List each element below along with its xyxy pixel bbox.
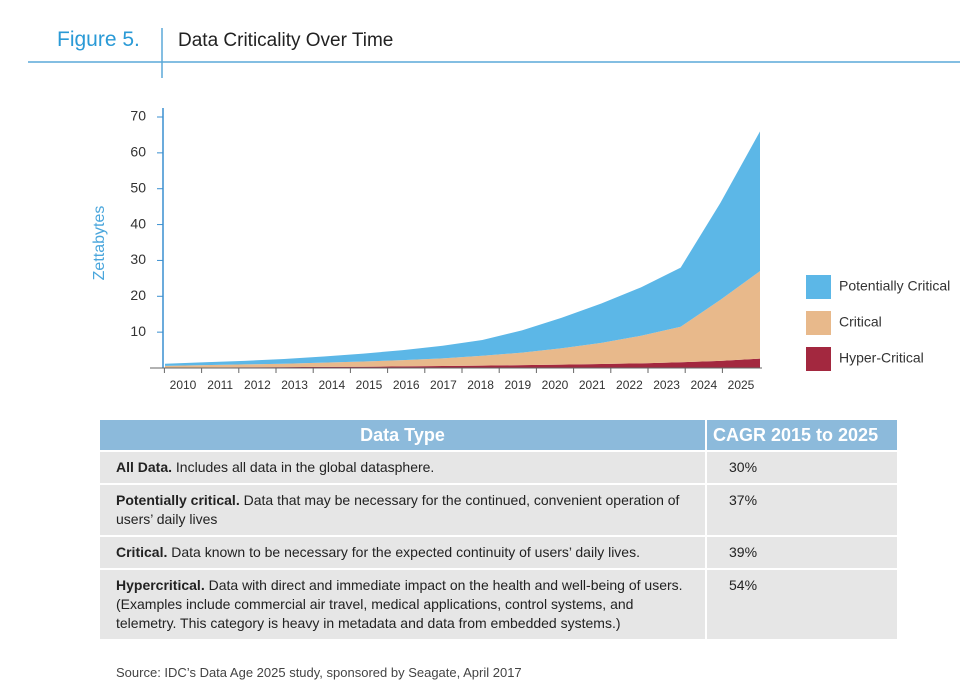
description-cell: Hypercritical. Data with direct and imme… <box>100 570 705 639</box>
row-text: Data that may be necessary for the conti… <box>116 492 680 527</box>
cagr-cell: 54% <box>705 570 897 639</box>
figure-title: Data Criticality Over Time <box>178 30 394 51</box>
x-tick-label: 2023 <box>653 378 680 392</box>
y-tick-label: 20 <box>130 287 146 303</box>
table: Data Type CAGR 2015 to 2025 All Data. In… <box>100 418 897 641</box>
x-tick-label: 2017 <box>430 378 457 392</box>
description-cell: Critical. Data known to be necessary for… <box>100 537 705 568</box>
area <box>165 358 760 368</box>
y-tick-label: 30 <box>130 251 146 267</box>
y-tick-label: 40 <box>130 215 146 231</box>
table-row: Potentially critical. Data that may be n… <box>100 485 897 535</box>
x-tick-label: 2011 <box>207 378 233 392</box>
area <box>165 271 760 368</box>
table-row: Hypercritical. Data with direct and imme… <box>100 570 897 639</box>
description-cell: All Data. Includes all data in the globa… <box>100 452 705 483</box>
row-lead: Critical. <box>116 544 168 560</box>
x-tick-label: 2025 <box>728 378 755 392</box>
x-tick-label: 2016 <box>393 378 420 392</box>
row-text: Includes all data in the global datasphe… <box>175 459 435 475</box>
row-lead: Potentially critical. <box>116 492 240 508</box>
x-tick-label: 2010 <box>170 378 197 392</box>
x-tick-label: 2021 <box>579 378 606 392</box>
table-row: Critical. Data known to be necessary for… <box>100 537 897 568</box>
y-tick-label: 70 <box>130 108 146 124</box>
y-axis-label: Zettabytes <box>91 206 108 281</box>
x-tick-label: 2013 <box>281 378 308 392</box>
y-tick-label: 10 <box>130 323 146 339</box>
row-text: Data with direct and immediate impact on… <box>116 577 683 631</box>
figure-number: Figure 5. <box>57 28 140 51</box>
header-cell: Data Type <box>100 420 705 450</box>
y-tick-label: 60 <box>130 144 146 160</box>
x-tick-label: 2014 <box>318 378 345 392</box>
legend-label: Critical <box>839 314 882 330</box>
cagr-cell: 30% <box>705 452 897 483</box>
cagr-cell: 37% <box>705 485 897 535</box>
x-tick-label: 2015 <box>356 378 383 392</box>
x-tick-label: 2019 <box>504 378 531 392</box>
source-note: Source: IDC’s Data Age 2025 study, spons… <box>116 665 522 680</box>
legend-label: Potentially Critical <box>839 278 950 294</box>
row-text: Data known to be necessary for the expec… <box>171 544 640 560</box>
legend-swatch <box>806 347 831 371</box>
area <box>165 131 760 366</box>
x-tick-label: 2018 <box>467 378 494 392</box>
chart: Zettabytes 10 20 30 40 50 60 70 2010 2011 2012 201… <box>28 28 960 392</box>
table-row: All Data. Includes all data in the globa… <box>100 452 897 483</box>
x-tick-label: 2020 <box>542 378 569 392</box>
x-tick-label: 2012 <box>244 378 271 392</box>
legend-label: Hyper-Critical <box>839 350 924 366</box>
row-lead: All Data. <box>116 459 173 475</box>
y-tick-label: 50 <box>130 179 146 195</box>
x-tick-label: 2022 <box>616 378 643 392</box>
cagr-cell: 39% <box>705 537 897 568</box>
legend-swatch <box>806 275 831 299</box>
description-cell: Potentially critical. Data that may be n… <box>100 485 705 535</box>
x-tick-label: 2024 <box>690 378 717 392</box>
table-header: Data Type CAGR 2015 to 2025 <box>100 420 897 450</box>
row-lead: Hypercritical. <box>116 577 205 593</box>
legend-swatch <box>806 311 831 335</box>
header-cell: CAGR 2015 to 2025 <box>705 420 897 450</box>
